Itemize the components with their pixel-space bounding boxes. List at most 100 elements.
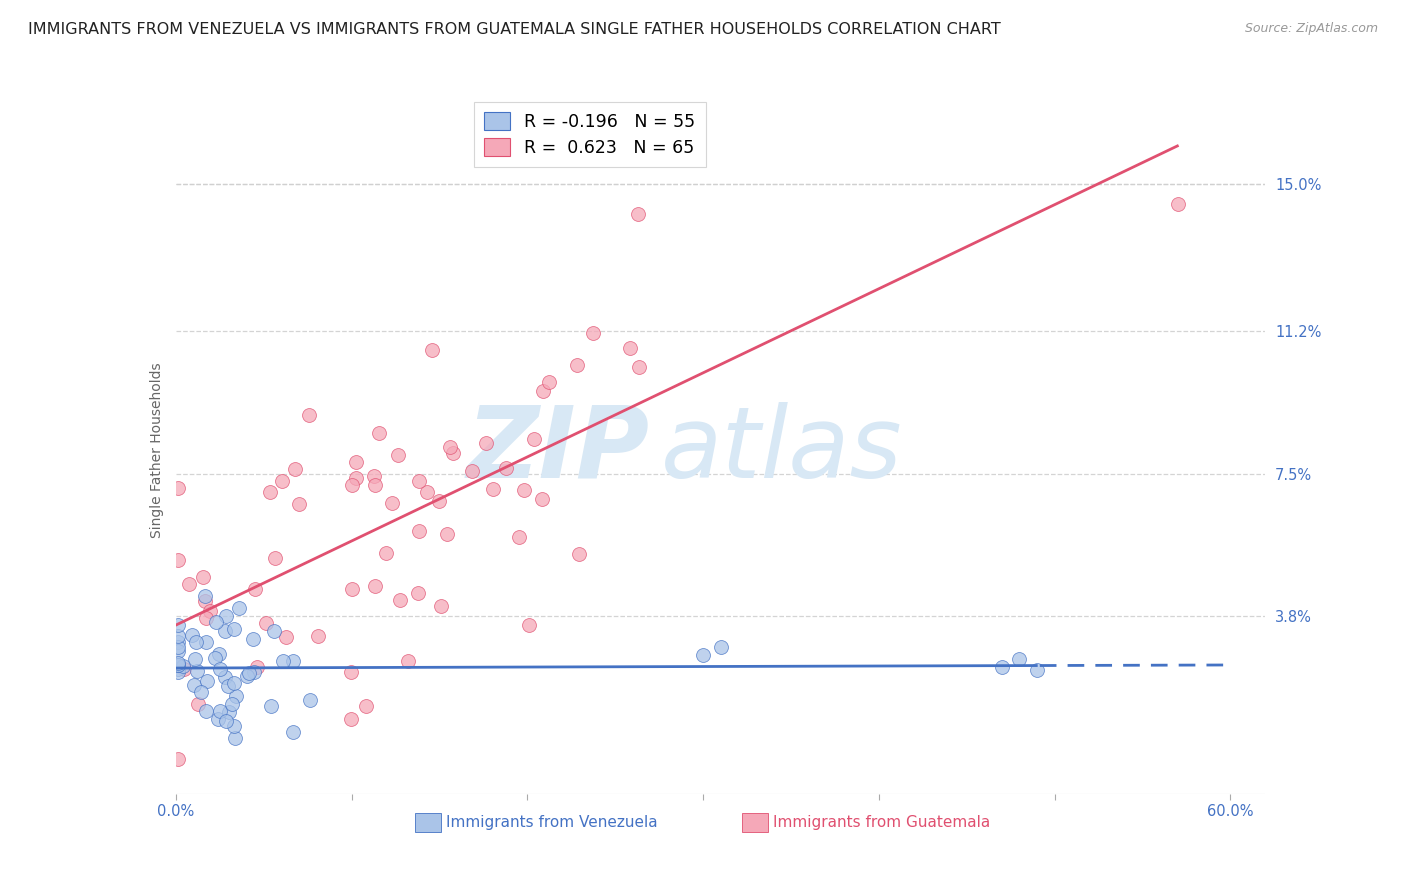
Point (1026, 664, 1049, 678)
Point (439, 440, 461, 454)
Point (281, 655, 304, 669)
Point (195, 673, 218, 688)
Point (1167, 196, 1189, 211)
Point (429, 494, 451, 508)
Point (537, 375, 560, 389)
Point (298, 408, 321, 422)
Point (387, 448, 409, 462)
Point (187, 697, 209, 711)
Point (218, 705, 240, 719)
Point (222, 623, 245, 637)
Point (408, 524, 430, 538)
Point (166, 553, 188, 567)
Point (307, 629, 329, 643)
Bar (416, 813, 441, 832)
Y-axis label: Single Father Households: Single Father Households (150, 363, 165, 538)
Point (221, 697, 243, 711)
Point (495, 461, 517, 475)
Point (991, 659, 1014, 673)
Point (420, 343, 443, 358)
Point (243, 665, 266, 679)
Point (288, 498, 311, 512)
Point (166, 634, 188, 648)
Point (228, 601, 250, 615)
Point (166, 644, 188, 658)
Text: IMMIGRANTS FROM VENEZUELA VS IMMIGRANTS FROM GUATEMALA SINGLE FATHER HOUSEHOLDS : IMMIGRANTS FROM VENEZUELA VS IMMIGRANTS … (28, 22, 1001, 37)
Point (517, 617, 540, 632)
Point (166, 658, 188, 673)
Text: Immigrants from Venezuela: Immigrants from Venezuela (447, 815, 658, 830)
Point (460, 464, 482, 478)
Point (582, 326, 605, 340)
Point (224, 676, 246, 690)
Point (508, 531, 530, 545)
Point (381, 496, 404, 510)
Point (531, 384, 554, 398)
Text: atlas: atlas (661, 402, 903, 499)
Point (1008, 652, 1031, 666)
Text: Immigrants from Guatemala: Immigrants from Guatemala (773, 815, 991, 830)
Point (236, 669, 259, 683)
Point (619, 341, 641, 355)
Point (190, 684, 212, 698)
Point (344, 471, 367, 485)
Point (194, 589, 217, 603)
Point (214, 670, 236, 684)
Point (628, 360, 651, 375)
Point (375, 546, 398, 560)
Point (408, 474, 430, 488)
Bar (742, 813, 768, 832)
Point (368, 425, 391, 440)
Point (204, 651, 226, 665)
Text: ZIP: ZIP (467, 402, 650, 499)
Point (166, 657, 188, 672)
Point (207, 713, 229, 727)
Point (354, 698, 377, 713)
Point (166, 665, 188, 679)
Point (430, 599, 453, 613)
Point (194, 635, 217, 649)
Point (364, 477, 387, 491)
Point (264, 550, 287, 565)
Text: Source: ZipAtlas.com: Source: ZipAtlas.com (1244, 22, 1378, 36)
Point (284, 462, 307, 476)
Point (186, 635, 208, 649)
Point (342, 478, 364, 492)
Point (166, 662, 188, 676)
Point (388, 593, 411, 607)
Point (208, 647, 231, 661)
Point (364, 578, 387, 592)
Point (215, 609, 238, 624)
Point (245, 660, 267, 674)
Point (710, 640, 733, 655)
Point (209, 704, 232, 718)
Point (627, 207, 650, 221)
Point (416, 485, 439, 500)
Point (260, 699, 283, 714)
Point (180, 628, 202, 642)
Point (406, 586, 429, 600)
Point (166, 656, 188, 670)
Point (254, 615, 277, 630)
Point (274, 630, 297, 644)
Point (166, 481, 188, 495)
Point (215, 714, 238, 729)
Point (281, 725, 304, 739)
Point (340, 712, 363, 726)
Legend: R = -0.196   N = 55, R =  0.623   N = 65: R = -0.196 N = 55, R = 0.623 N = 65 (474, 102, 706, 168)
Point (217, 679, 239, 693)
Point (184, 652, 207, 666)
Point (194, 611, 217, 625)
Point (568, 547, 591, 561)
Point (245, 582, 267, 596)
Point (363, 468, 385, 483)
Point (195, 704, 218, 718)
Point (238, 665, 260, 680)
Point (271, 654, 294, 668)
Point (166, 618, 188, 632)
Point (177, 577, 200, 591)
Point (482, 482, 505, 496)
Point (340, 582, 363, 597)
Point (298, 693, 321, 707)
Point (565, 358, 588, 372)
